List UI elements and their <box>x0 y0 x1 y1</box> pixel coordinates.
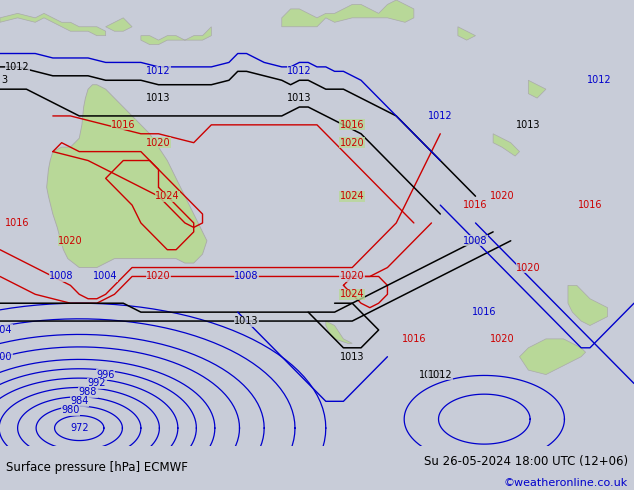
Text: 1024: 1024 <box>340 289 365 299</box>
Text: 1012: 1012 <box>146 66 171 76</box>
Text: 1016: 1016 <box>340 120 365 130</box>
Text: 1012: 1012 <box>586 75 611 85</box>
Polygon shape <box>281 0 414 27</box>
Text: 1016: 1016 <box>111 120 136 130</box>
Text: 1020: 1020 <box>489 191 514 201</box>
Polygon shape <box>47 85 207 268</box>
Text: 1012: 1012 <box>428 369 453 380</box>
Text: 1016: 1016 <box>5 218 30 228</box>
Text: 1013: 1013 <box>287 93 312 103</box>
Text: 980: 980 <box>61 405 80 415</box>
Text: 1013: 1013 <box>340 352 365 362</box>
Polygon shape <box>106 18 132 31</box>
Text: 1020: 1020 <box>340 138 365 147</box>
Text: 1020: 1020 <box>58 236 83 246</box>
Text: 1020: 1020 <box>489 334 514 344</box>
Text: 1024: 1024 <box>155 191 179 201</box>
Polygon shape <box>141 27 211 45</box>
Polygon shape <box>568 285 607 325</box>
Text: Surface pressure [hPa] ECMWF: Surface pressure [hPa] ECMWF <box>6 462 188 474</box>
Polygon shape <box>0 13 106 36</box>
Text: 996: 996 <box>96 369 115 380</box>
Polygon shape <box>493 134 519 156</box>
Text: 1012: 1012 <box>287 66 312 76</box>
Text: 1016: 1016 <box>472 307 496 317</box>
Text: 3: 3 <box>1 75 8 85</box>
Text: 1020: 1020 <box>340 271 365 281</box>
Polygon shape <box>458 27 476 40</box>
Polygon shape <box>247 72 281 107</box>
Text: 1020: 1020 <box>146 138 171 147</box>
Polygon shape <box>519 339 586 374</box>
Polygon shape <box>238 259 260 272</box>
Text: 992: 992 <box>87 378 106 389</box>
Text: 1024: 1024 <box>340 191 365 201</box>
Text: Su 26-05-2024 18:00 UTC (12+06): Su 26-05-2024 18:00 UTC (12+06) <box>424 455 628 468</box>
Polygon shape <box>326 321 353 343</box>
Polygon shape <box>528 80 546 98</box>
Text: 1004: 1004 <box>0 325 12 335</box>
Text: 1016: 1016 <box>401 334 426 344</box>
Text: 1008: 1008 <box>235 271 259 281</box>
Text: 972: 972 <box>70 423 89 433</box>
Text: 1000: 1000 <box>0 352 12 362</box>
Text: 1004: 1004 <box>93 271 118 281</box>
Text: 1020: 1020 <box>146 271 171 281</box>
Text: 1012: 1012 <box>428 111 453 121</box>
Text: 1012: 1012 <box>5 62 30 72</box>
Text: 1016: 1016 <box>578 200 602 210</box>
Text: 1008: 1008 <box>49 271 74 281</box>
Text: 1013: 1013 <box>235 316 259 326</box>
Text: 1013: 1013 <box>419 369 444 380</box>
Text: 1016: 1016 <box>463 200 488 210</box>
Text: ©weatheronline.co.uk: ©weatheronline.co.uk <box>503 478 628 489</box>
Text: 1008: 1008 <box>463 236 488 246</box>
Text: 1013: 1013 <box>146 93 171 103</box>
Text: 1020: 1020 <box>516 263 541 272</box>
Text: 984: 984 <box>70 396 88 406</box>
Text: 1013: 1013 <box>516 120 541 130</box>
Text: 988: 988 <box>79 388 97 397</box>
